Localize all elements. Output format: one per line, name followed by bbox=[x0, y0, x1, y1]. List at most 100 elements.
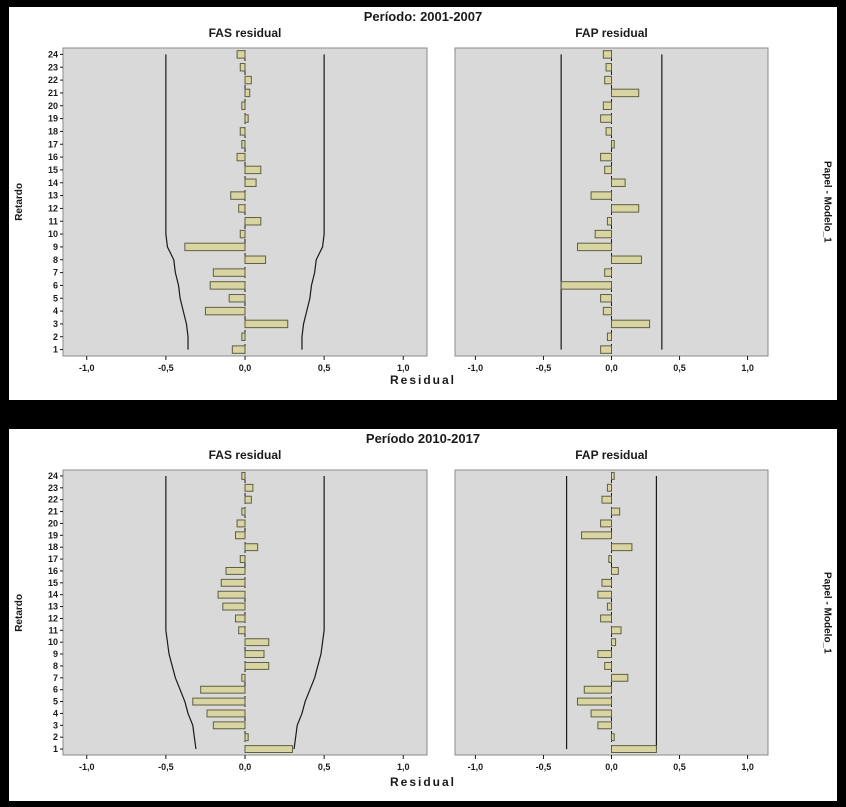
bar-lag-9 bbox=[244, 650, 265, 659]
bar-lag-12 bbox=[600, 614, 612, 623]
fas-residual-chart: -1,0 -0,5 0,0 0,5 1,012345678910111213141516… bbox=[48, 47, 428, 373]
lag-label: 20 bbox=[48, 518, 58, 528]
bar-lag-20 bbox=[241, 101, 246, 110]
lag-label: 23 bbox=[48, 483, 58, 493]
lag-label: 7 bbox=[53, 268, 58, 278]
lag-label: 21 bbox=[48, 507, 58, 517]
bar-lag-18 bbox=[605, 127, 612, 136]
bar-lag-7 bbox=[604, 268, 612, 277]
bar-lag-16 bbox=[611, 566, 619, 575]
lag-label: 11 bbox=[48, 625, 58, 635]
bar-lag-4 bbox=[206, 709, 246, 718]
bar-lag-4 bbox=[602, 306, 612, 316]
lag-label: 8 bbox=[53, 661, 58, 671]
bar-lag-2 bbox=[241, 332, 246, 341]
lag-label: 5 bbox=[53, 293, 58, 303]
x-tick-label: 1,0 bbox=[397, 363, 410, 373]
bar-lag-5 bbox=[228, 294, 246, 303]
x-tick-label: -0,5 bbox=[158, 762, 174, 772]
bar-lag-4 bbox=[590, 709, 613, 718]
lag-label: 6 bbox=[53, 685, 58, 695]
bar-lag-18 bbox=[239, 127, 246, 136]
lag-label: 12 bbox=[48, 613, 58, 623]
lag-label: 15 bbox=[48, 578, 58, 588]
lag-label: 5 bbox=[53, 697, 58, 707]
bar-lag-19 bbox=[235, 531, 246, 540]
bar-lag-23 bbox=[606, 483, 612, 492]
bar-lag-23 bbox=[244, 483, 254, 492]
bar-lag-8 bbox=[611, 255, 642, 264]
x-tick-label: 0,5 bbox=[318, 762, 331, 772]
bar-lag-11 bbox=[238, 626, 246, 635]
x-tick-label: 0,0 bbox=[239, 762, 252, 772]
x-tick-label: -1,0 bbox=[468, 363, 484, 373]
bar-lag-16 bbox=[600, 152, 612, 162]
bar-lag-14 bbox=[217, 590, 246, 599]
bar-lag-15 bbox=[244, 165, 262, 175]
bar-lag-19 bbox=[600, 114, 612, 123]
bar-lag-5 bbox=[192, 697, 246, 706]
lag-label: 15 bbox=[48, 165, 58, 175]
confidence-limit-line bbox=[301, 54, 325, 350]
bar-lag-16 bbox=[236, 152, 246, 162]
bar-lag-8 bbox=[244, 255, 267, 264]
panel-title: Período: 2001-2007 bbox=[363, 9, 483, 24]
bar-lag-22 bbox=[604, 75, 612, 85]
bar-lag-22 bbox=[601, 495, 612, 504]
bar-lag-7 bbox=[212, 268, 246, 277]
bar-lag-10 bbox=[594, 229, 613, 239]
lag-label: 10 bbox=[48, 229, 58, 239]
bar-lag-7 bbox=[611, 673, 629, 682]
chart-title-fas: FAS residual bbox=[208, 26, 282, 40]
lag-label: 24 bbox=[48, 471, 58, 481]
x-tick-label: 0,5 bbox=[673, 762, 686, 772]
bar-lag-3 bbox=[597, 721, 613, 730]
bar-lag-14 bbox=[611, 178, 626, 187]
bar-lag-2 bbox=[244, 733, 249, 742]
lag-label: 1 bbox=[53, 744, 58, 754]
lag-label: 10 bbox=[48, 637, 58, 647]
lag-label: 2 bbox=[53, 732, 58, 742]
model-label-container: Papel - Modelo_1 bbox=[819, 48, 835, 356]
lag-label: 11 bbox=[48, 216, 58, 226]
bar-lag-17 bbox=[239, 555, 246, 564]
confidence-limit-line bbox=[165, 475, 197, 750]
lag-label: 18 bbox=[48, 126, 58, 136]
x-tick-label: -1,0 bbox=[468, 762, 484, 772]
bar-lag-9 bbox=[576, 242, 612, 252]
lag-label: 16 bbox=[48, 566, 58, 576]
lag-label: 24 bbox=[48, 49, 58, 59]
bar-lag-14 bbox=[597, 590, 613, 599]
chart-title-fas: FAS residual bbox=[208, 448, 282, 462]
bar-lag-11 bbox=[244, 217, 262, 226]
bar-lag-19 bbox=[581, 531, 612, 540]
confidence-limit-line bbox=[293, 475, 325, 750]
bar-lag-10 bbox=[239, 229, 246, 239]
bar-lag-11 bbox=[606, 217, 612, 226]
x-tick-label: -1,0 bbox=[79, 762, 95, 772]
bar-lag-2 bbox=[611, 733, 615, 742]
bar-lag-7 bbox=[241, 673, 246, 682]
bar-lag-5 bbox=[576, 697, 612, 706]
model-label: Papel - Modelo_1 bbox=[821, 161, 833, 243]
bar-lag-10 bbox=[244, 638, 270, 647]
lag-label: 3 bbox=[53, 319, 58, 329]
x-tick-label: -0,5 bbox=[536, 363, 552, 373]
x-tick-label: -1,0 bbox=[79, 363, 95, 373]
lag-label: 14 bbox=[48, 590, 58, 600]
bar-lag-20 bbox=[236, 519, 246, 528]
x-tick-label: -0,5 bbox=[158, 363, 174, 373]
bar-lag-21 bbox=[241, 507, 246, 516]
lag-label: 3 bbox=[53, 720, 58, 730]
bar-lag-15 bbox=[220, 578, 246, 587]
lag-label: 22 bbox=[48, 75, 58, 85]
bar-lag-4 bbox=[204, 306, 246, 316]
bar-lag-1 bbox=[231, 345, 246, 354]
lag-label: 12 bbox=[48, 203, 58, 213]
fas-residual-chart: -1,0 -0,5 0,0 0,5 1,012345678910111213141516… bbox=[48, 469, 428, 772]
lag-label: 19 bbox=[48, 114, 58, 124]
bar-lag-24 bbox=[602, 50, 612, 59]
fap-residual-chart: -1,0 -0,5 0,0 0,5 1,0 bbox=[454, 47, 769, 373]
lag-label: 13 bbox=[48, 191, 58, 201]
lag-label: 17 bbox=[48, 554, 58, 564]
